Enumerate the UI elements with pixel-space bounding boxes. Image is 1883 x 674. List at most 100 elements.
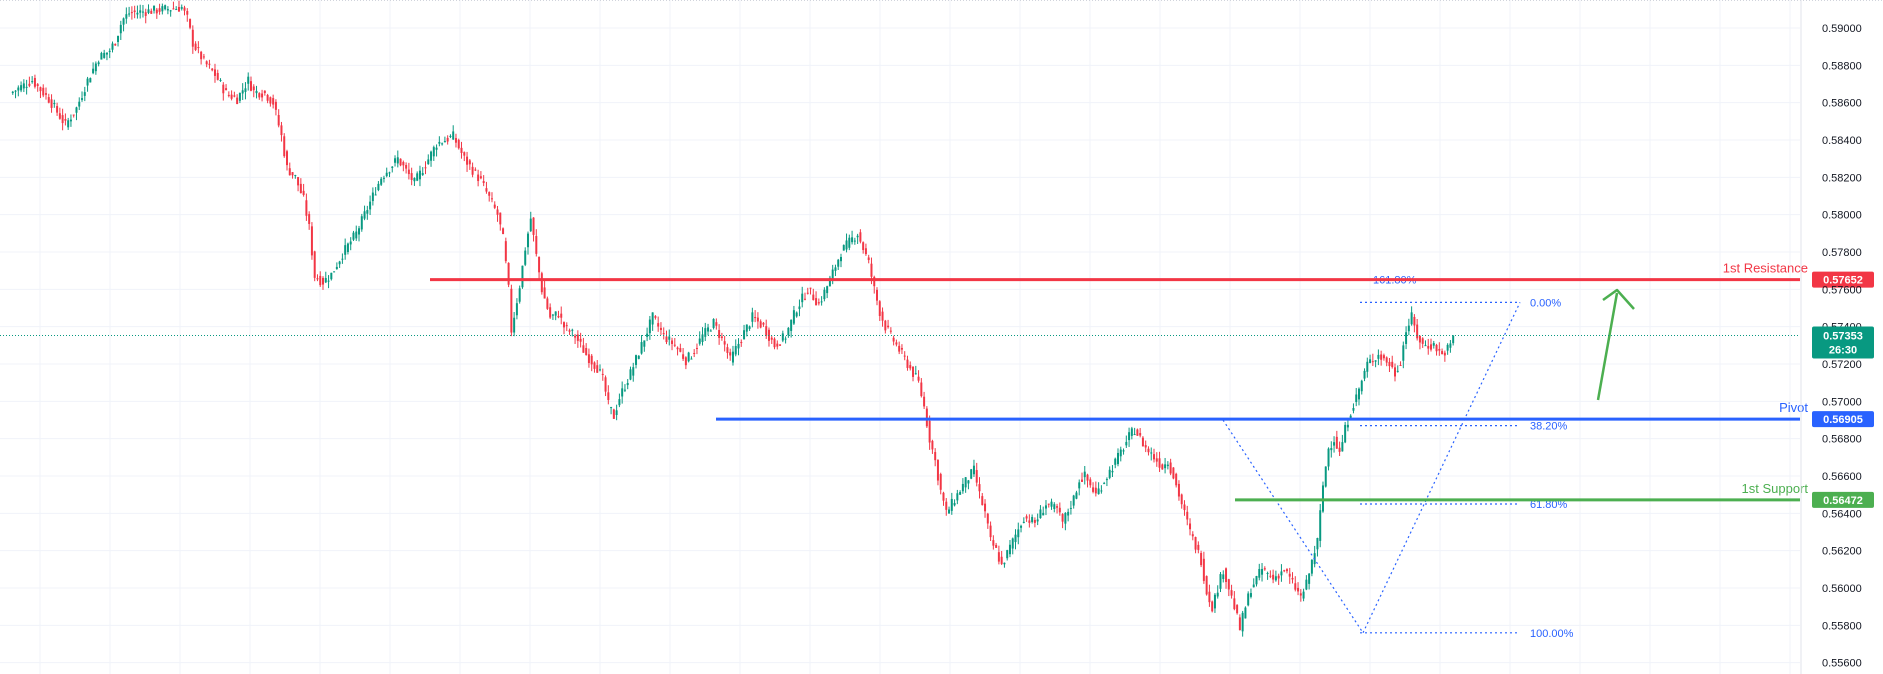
candle-body (1202, 558, 1205, 581)
candle-body (989, 525, 992, 538)
candle-body (1141, 437, 1144, 447)
candle-body (410, 173, 413, 180)
fibonacci-retracement[interactable]: 161.80%0.00%38.20%61.80%100.00% (1222, 275, 1574, 640)
candle-body (1452, 335, 1455, 344)
price-tick-label: 0.56800 (1822, 434, 1862, 446)
candle-body (189, 19, 192, 28)
price-axis[interactable]: 0.59000 0.58800 0.58600 0.58400 0.58200 0.580… (1800, 0, 1862, 674)
candle-body (64, 119, 67, 121)
candle-body (244, 88, 247, 92)
candle-body (557, 315, 560, 318)
candle-body (923, 396, 926, 407)
candle-body (125, 14, 128, 19)
candle-body (621, 388, 624, 397)
candle-body (604, 377, 607, 392)
candle-body (806, 292, 809, 294)
candle-body (1042, 512, 1045, 516)
price-tick-label: 0.57000 (1822, 396, 1862, 408)
candle-body (549, 307, 552, 318)
candle-body (676, 347, 679, 350)
candle-body (355, 231, 358, 239)
candle-body (1194, 537, 1197, 550)
candle-body (748, 326, 751, 329)
candle-body (213, 69, 216, 76)
price-tick-label: 0.58400 (1822, 135, 1862, 147)
candle-body (103, 52, 106, 58)
support-resistance-levels[interactable]: 1st Resistance 0.57652 Pivot 0.56905 1st Sup… (430, 261, 1874, 508)
candle-body (917, 376, 920, 381)
candle-body (1338, 447, 1341, 452)
candle-body (1086, 474, 1089, 481)
candle-body (319, 275, 322, 286)
candle-body (482, 181, 485, 184)
candle-body (1017, 529, 1020, 538)
candle-body (122, 18, 125, 25)
candle-body (1083, 471, 1086, 478)
candle-body (610, 407, 613, 409)
candle-body (305, 200, 308, 216)
candle-body (543, 287, 546, 299)
candle-body (1092, 487, 1095, 492)
candle-body (848, 237, 851, 248)
candle-body (936, 460, 939, 481)
candle-body (443, 141, 446, 143)
candle-body (435, 147, 438, 150)
candle-body (1117, 452, 1119, 465)
candle-body (1130, 428, 1133, 436)
level-name: Pivot (1779, 400, 1808, 415)
candle-body (166, 9, 169, 11)
candle-body (504, 241, 507, 262)
candle-body (707, 327, 710, 332)
candle-body (743, 330, 746, 340)
candle-body (1424, 345, 1427, 347)
candle-body (851, 237, 854, 243)
candle-body (817, 302, 820, 304)
candle-body (1069, 507, 1072, 509)
candle-body (241, 90, 244, 94)
candle-body (1061, 514, 1064, 522)
candle-body (970, 469, 973, 479)
candle-body (521, 265, 524, 288)
candle-body (399, 158, 402, 166)
candle-body (563, 322, 565, 328)
candle-body (1000, 556, 1003, 564)
candle-body (1285, 569, 1288, 572)
candle-body (297, 177, 300, 186)
candle-body (781, 333, 784, 341)
candle-body (283, 136, 286, 157)
candle-body (601, 373, 604, 375)
candle-body (22, 83, 25, 89)
candle-body (1075, 492, 1078, 499)
candle-body (394, 158, 397, 163)
candle-body (1230, 590, 1233, 596)
candle-body (1249, 593, 1252, 597)
candle-body (1305, 579, 1308, 590)
candle-body (1022, 521, 1025, 523)
candle-body (828, 277, 831, 287)
candle-body (538, 257, 541, 273)
candle-body (346, 243, 349, 253)
candle-body (1283, 570, 1286, 572)
candle-body (94, 63, 97, 72)
candle-body (402, 161, 405, 166)
candle-body (679, 348, 682, 352)
candle-body (1449, 343, 1452, 348)
candle-body (211, 68, 214, 71)
candle-body (100, 53, 103, 60)
candle-body (870, 263, 873, 277)
candle-body (779, 344, 782, 346)
candle-body (745, 324, 748, 332)
candle-body (441, 143, 444, 145)
candle-body (1344, 424, 1347, 443)
candle-body (864, 248, 867, 255)
candle-body (1238, 617, 1241, 631)
candle-body (715, 322, 718, 326)
candle-body (385, 172, 388, 177)
candle-body (139, 10, 142, 13)
candle-body (1150, 452, 1153, 454)
candle-body (1153, 454, 1156, 460)
candle-body (1020, 525, 1023, 528)
candle-body (1144, 445, 1147, 448)
candle-body (629, 369, 632, 380)
